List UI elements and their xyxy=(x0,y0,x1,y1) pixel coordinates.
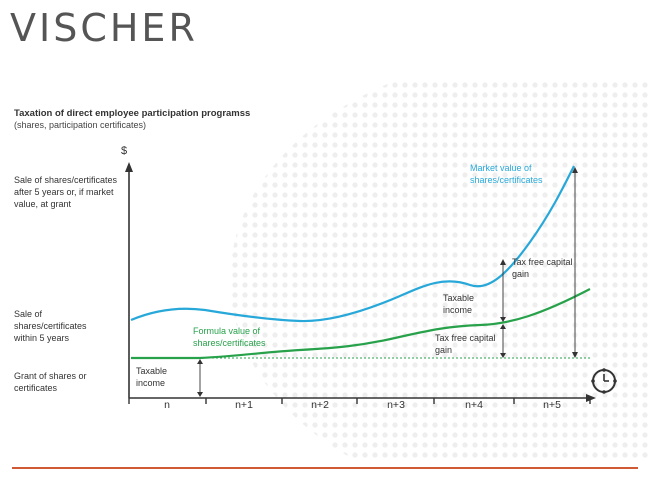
x-axis-label-n: n xyxy=(164,399,170,411)
taxable-income-grant-label: Taxable income xyxy=(136,366,168,388)
vischer-logo: VISCHER xyxy=(10,6,198,50)
market-value-line xyxy=(130,165,575,323)
tax-free-gain-upper-label: Tax free capital gain xyxy=(512,257,573,279)
clock-icon xyxy=(591,368,617,394)
diagram-subtitle: (shares, participation certificates) xyxy=(14,120,147,130)
x-axis-ticks xyxy=(128,398,591,404)
x-axis-label-n4: n+4 xyxy=(465,399,483,411)
x-axis-label-n3: n+3 xyxy=(387,399,405,411)
market-value-label: Market value of shares/certificates xyxy=(470,163,543,185)
formula-value-label: Formula value of shares/certificates xyxy=(193,326,266,348)
x-axis-arrow xyxy=(586,394,596,402)
label-grant-of-shares: Grant of shares or certificates xyxy=(14,371,87,393)
label-sale-within-5-years: Sale of shares/certificates within 5 yea… xyxy=(14,309,87,343)
y-axis-arrow xyxy=(125,162,133,172)
formula-value-line xyxy=(131,288,591,360)
x-axis-label-n5: n+5 xyxy=(543,399,561,411)
x-axis-label-n1: n+1 xyxy=(235,399,253,411)
y-axis-label: $ xyxy=(121,145,128,157)
x-axis-label-n2: n+2 xyxy=(311,399,329,411)
footer-divider xyxy=(12,467,638,469)
tax-free-gain-lower-label: Tax free capital gain xyxy=(435,333,496,355)
diagram-title: Taxation of direct employee participatio… xyxy=(14,108,251,119)
taxable-income-mid-label: Taxable income xyxy=(443,293,475,315)
label-sale-after-5-years: Sale of shares/certificates after 5 year… xyxy=(14,175,118,209)
